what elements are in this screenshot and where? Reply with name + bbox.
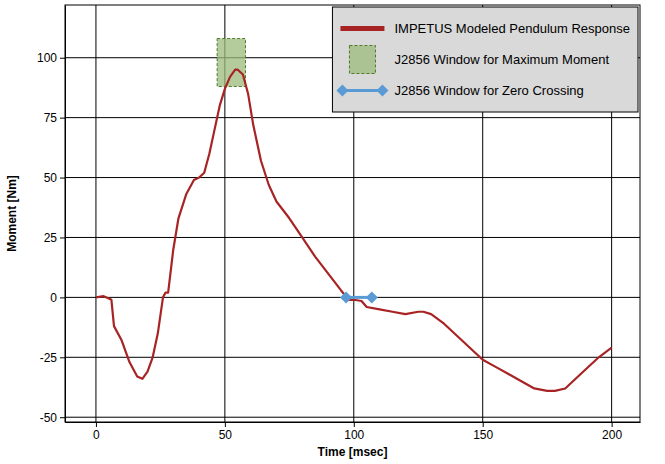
legend-item: J2856 Window for Maximum Moment [349, 46, 609, 74]
legend-item: IMPETUS Modeled Pendulum Response [340, 21, 630, 36]
tick-mark [60, 178, 65, 179]
legend-item: J2856 Window for Zero Crossing [336, 83, 583, 98]
tick-label: 25 [44, 231, 58, 245]
tick-mark [60, 237, 65, 238]
tick-label: 50 [44, 171, 58, 185]
tick-mark [612, 422, 613, 427]
axis-line [66, 422, 641, 423]
tick: 200 [602, 422, 622, 442]
grid-line-y [65, 237, 640, 238]
tick: 50 [44, 171, 65, 185]
tick: 150 [473, 422, 493, 442]
legend-box [332, 7, 638, 112]
grid-line-y [65, 177, 640, 178]
grid [65, 5, 640, 422]
tick-label: -25 [40, 351, 58, 365]
tick-label: 50 [219, 428, 233, 442]
tick-label: 0 [50, 291, 57, 305]
tick: 50 [219, 422, 233, 442]
legend-label: IMPETUS Modeled Pendulum Response [394, 21, 630, 36]
legend-swatch [340, 26, 384, 31]
marker [336, 85, 348, 97]
plot-area [65, 5, 640, 422]
window-rect [217, 39, 245, 87]
legend-label: J2856 Window for Zero Crossing [394, 83, 583, 98]
tick-label: -50 [40, 411, 58, 425]
tick-mark [60, 357, 65, 358]
tick-label: 100 [37, 51, 57, 65]
legend-label: J2856 Window for Maximum Moment [394, 52, 609, 67]
marker [376, 85, 388, 97]
tick: 0 [50, 291, 65, 305]
grid-line-y [65, 357, 640, 358]
x-axis: 0 50 100 150 200 [66, 422, 641, 442]
tick: -25 [40, 351, 65, 365]
marker [366, 291, 378, 303]
series-line [96, 70, 612, 391]
y-axis: -50 -25 0 25 50 75 100 [37, 6, 66, 425]
grid-line-y [65, 417, 640, 418]
tick-mark [60, 417, 65, 418]
tick-mark [354, 422, 355, 427]
tick-label: 200 [602, 428, 622, 442]
tick-mark [96, 422, 97, 427]
tick-mark [60, 118, 65, 119]
marker [340, 291, 352, 303]
tick: -50 [40, 411, 65, 425]
y-axis-title: Moment [Nm] [5, 175, 19, 252]
x-axis-title: Time [msec] [318, 445, 388, 459]
tick-label: 0 [93, 428, 100, 442]
tick: 25 [44, 231, 65, 245]
plot-frame [65, 5, 640, 422]
tick-mark [60, 58, 65, 59]
tick: 75 [44, 111, 65, 125]
tick-label: 75 [44, 111, 58, 125]
chart: 0 50 100 150 200 -50 -25 0 25 50 75 100 Time [msec] M… [0, 0, 665, 464]
grid-line-x [95, 5, 96, 422]
tick-mark [60, 297, 65, 298]
tick: 100 [37, 51, 65, 65]
grid-line-y [65, 297, 640, 298]
tick-label: 150 [473, 428, 493, 442]
tick: 100 [344, 422, 364, 442]
data-layer [96, 39, 612, 391]
legend: IMPETUS Modeled Pendulum Response J2856 W… [332, 7, 638, 112]
tick-label: 100 [344, 428, 364, 442]
axis-line [65, 6, 66, 423]
tick: 0 [93, 422, 100, 442]
legend-swatch [349, 46, 375, 74]
grid-line-y [65, 117, 640, 118]
tick-mark [225, 422, 226, 427]
tick-mark [483, 422, 484, 427]
